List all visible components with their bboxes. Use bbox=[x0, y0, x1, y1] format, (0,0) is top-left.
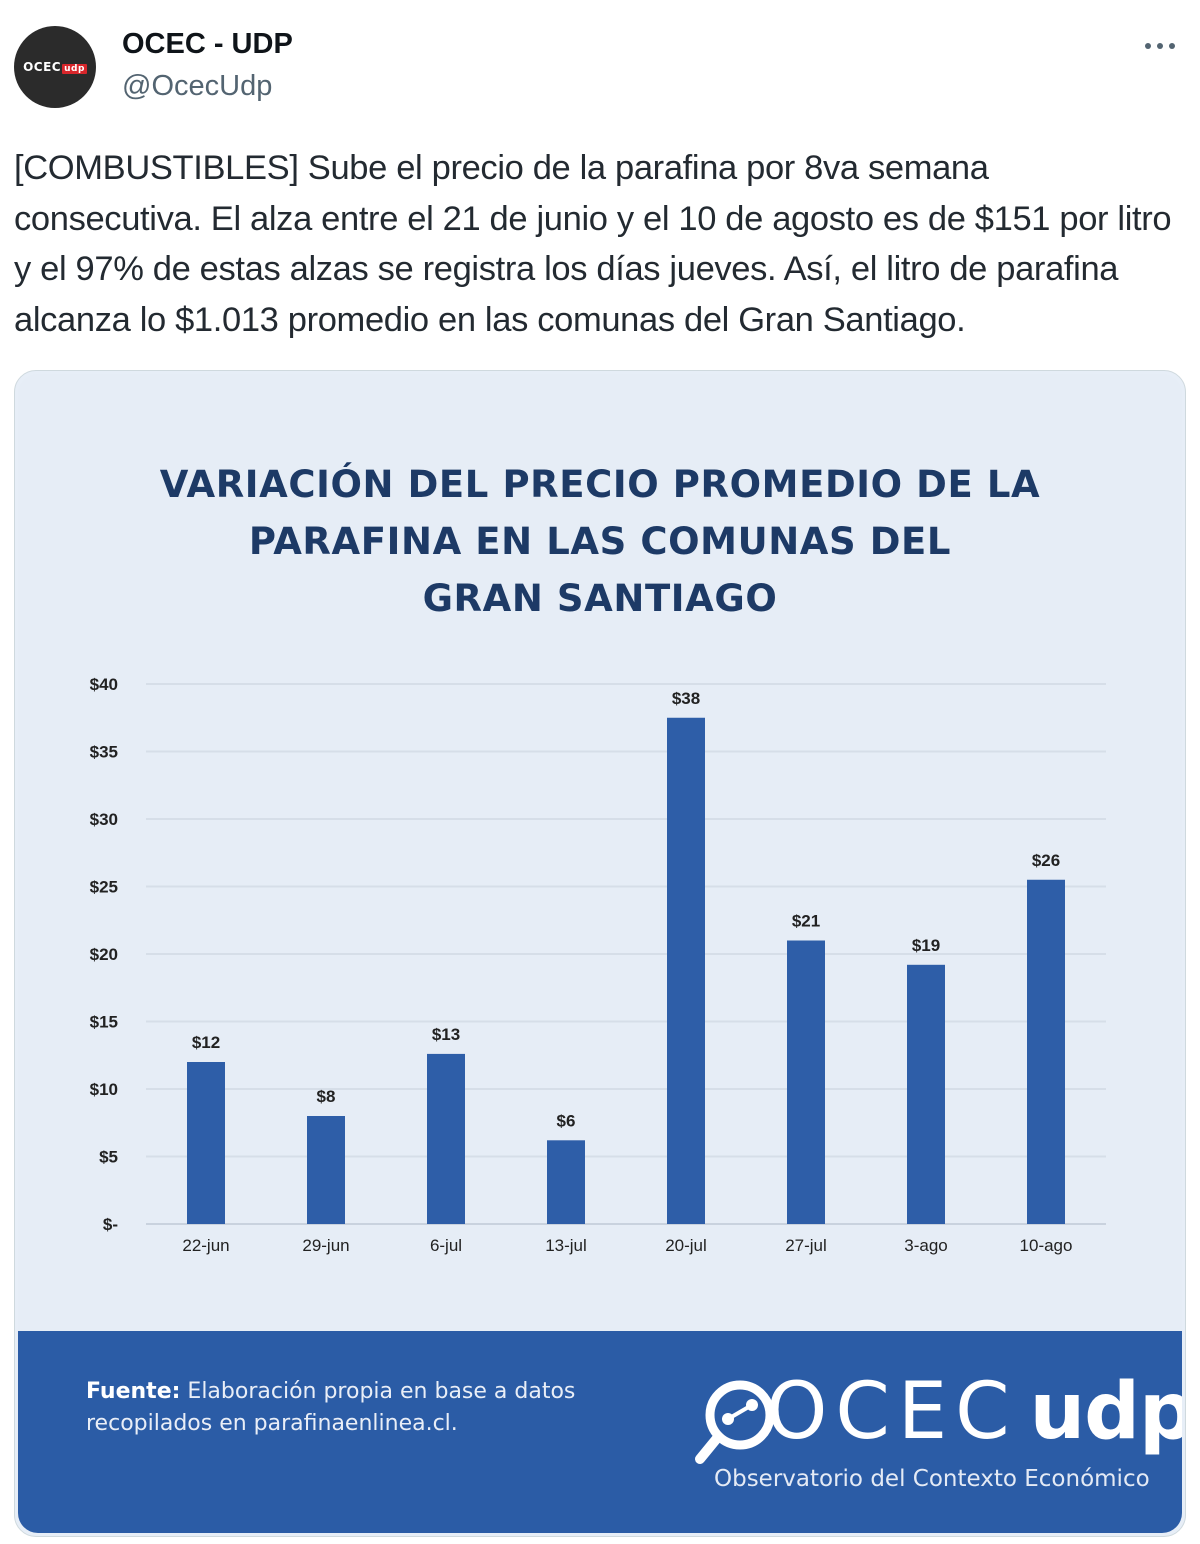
y-tick-label: $10 bbox=[90, 1080, 118, 1099]
y-tick-label: $35 bbox=[90, 743, 118, 762]
chart-image: VARIACIÓN DEL PRECIO PROMEDIO DE LA PARA… bbox=[18, 374, 1182, 1533]
y-tick-label: $- bbox=[103, 1215, 118, 1234]
avatar-logo: OCEC udp bbox=[23, 60, 87, 74]
y-tick-label: $20 bbox=[90, 945, 118, 964]
x-tick-label: 22-jun bbox=[182, 1236, 229, 1255]
source-text: Elaboración propia en base a datos recop… bbox=[86, 1379, 576, 1436]
x-tick-label: 20-jul bbox=[665, 1236, 707, 1255]
data-label: $12 bbox=[192, 1033, 220, 1052]
x-tick-label: 13-jul bbox=[545, 1236, 587, 1255]
data-label: $38 bbox=[672, 689, 700, 708]
x-tick-label: 6-jul bbox=[430, 1236, 462, 1255]
magnifier-icon bbox=[695, 1380, 774, 1464]
data-label: $13 bbox=[432, 1025, 460, 1044]
card-footer: Fuente: Elaboración propia en base a dat… bbox=[18, 1331, 1182, 1533]
data-label: $26 bbox=[1032, 851, 1060, 870]
x-tick-label: 10-ago bbox=[1020, 1236, 1073, 1255]
source-note: Fuente: Elaboración propia en base a dat… bbox=[86, 1376, 626, 1440]
data-label: $8 bbox=[317, 1087, 336, 1106]
user-handle[interactable]: @OcecUdp bbox=[122, 70, 273, 102]
logo-subtitle: Observatorio del Contexto Económico bbox=[714, 1466, 1150, 1492]
display-name[interactable]: OCEC - UDP bbox=[122, 28, 293, 60]
data-label: $19 bbox=[912, 936, 940, 955]
y-tick-label: $25 bbox=[90, 878, 118, 897]
tweet-text: [COMBUSTIBLES] Sube el precio de la para… bbox=[14, 149, 1172, 339]
x-tick-label: 3-ago bbox=[904, 1236, 947, 1255]
y-tick-label: $40 bbox=[90, 675, 118, 694]
bar bbox=[547, 1140, 585, 1224]
avatar[interactable]: OCEC udp bbox=[14, 26, 96, 108]
chart-title-line: PARAFINA EN LAS COMUNAS DEL bbox=[248, 520, 952, 563]
bar-chart: $- $5 $10 $15 $20 $25 $30 $35 $40 $12 22-jun $8 29-j… bbox=[90, 675, 1106, 1255]
data-label: $6 bbox=[557, 1111, 576, 1130]
y-tick-label: $5 bbox=[99, 1148, 118, 1167]
chart-title: VARIACIÓN DEL PRECIO PROMEDIO DE LA PARA… bbox=[18, 456, 1182, 627]
y-tick-label: $30 bbox=[90, 810, 118, 829]
data-label: $21 bbox=[792, 912, 820, 931]
bar bbox=[187, 1062, 225, 1224]
y-tick-label: $15 bbox=[90, 1013, 118, 1032]
logo-wordmark: OCEC udp bbox=[766, 1367, 1182, 1457]
chart-title-line: VARIACIÓN DEL PRECIO PROMEDIO DE LA bbox=[159, 463, 1041, 506]
bar bbox=[427, 1053, 465, 1224]
bar bbox=[907, 964, 945, 1224]
source-label: Fuente: bbox=[86, 1379, 181, 1404]
chart-title-line: GRAN SANTIAGO bbox=[422, 577, 778, 620]
bar bbox=[667, 717, 705, 1224]
bar bbox=[1027, 879, 1065, 1224]
x-tick-label: 29-jun bbox=[302, 1236, 349, 1255]
bar bbox=[787, 940, 825, 1224]
ocec-logo: OCEC udp Observatorio del Contexto Económ… bbox=[694, 1367, 1182, 1501]
more-horizontal-icon[interactable] bbox=[1138, 32, 1182, 60]
media-card[interactable]: VARIACIÓN DEL PRECIO PROMEDIO DE LA PARA… bbox=[14, 370, 1186, 1537]
bar bbox=[307, 1116, 345, 1224]
x-tick-label: 27-jul bbox=[785, 1236, 827, 1255]
